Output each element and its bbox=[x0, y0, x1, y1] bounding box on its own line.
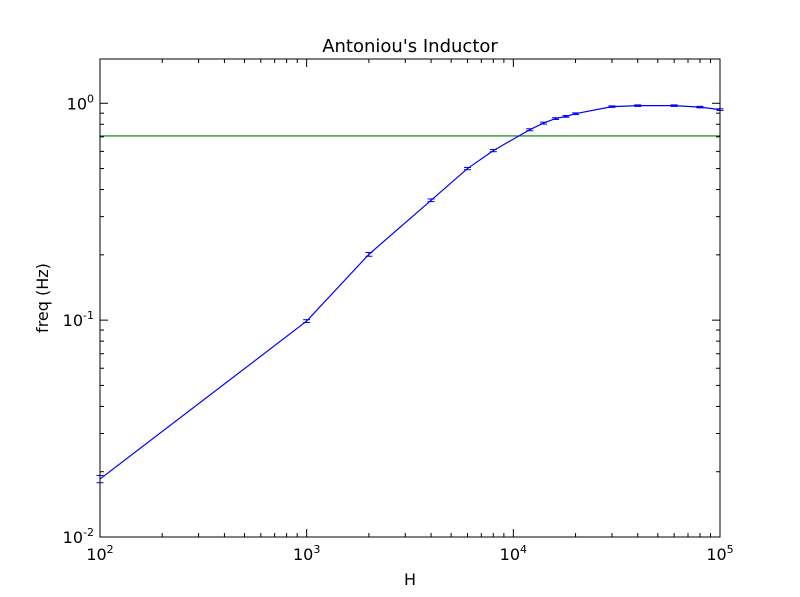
x-axis-label: H bbox=[404, 570, 416, 589]
error-bar bbox=[540, 121, 548, 125]
error-bar bbox=[608, 105, 616, 108]
error-bar bbox=[552, 117, 560, 120]
error-bar bbox=[526, 128, 534, 132]
error-bar bbox=[365, 252, 373, 257]
series-line bbox=[99, 105, 721, 480]
error-bar bbox=[427, 198, 435, 203]
x-tick-label: 102 bbox=[86, 543, 113, 564]
error-bar bbox=[303, 319, 311, 324]
error-bar bbox=[489, 149, 497, 153]
error-bar bbox=[572, 112, 580, 116]
y-tick-label: 100 bbox=[67, 92, 94, 113]
error-bar bbox=[696, 105, 704, 109]
chart-title: Antoniou's Inductor bbox=[322, 36, 498, 57]
y-tick-label: 10-2 bbox=[63, 526, 94, 547]
error-bar bbox=[463, 166, 471, 171]
x-tick-label: 104 bbox=[500, 543, 527, 564]
y-tick-label: 10-1 bbox=[63, 309, 94, 330]
plot-area: 102 103 104 105 10-2 10-1 100 bbox=[63, 58, 734, 564]
x-tick-label: 103 bbox=[293, 543, 320, 564]
x-tick-label: 105 bbox=[706, 543, 733, 564]
error-bar bbox=[634, 104, 642, 107]
error-bar bbox=[670, 104, 678, 107]
y-axis-label: freq (Hz) bbox=[33, 263, 52, 333]
plot-frame bbox=[99, 58, 721, 538]
error-bar bbox=[562, 115, 570, 118]
